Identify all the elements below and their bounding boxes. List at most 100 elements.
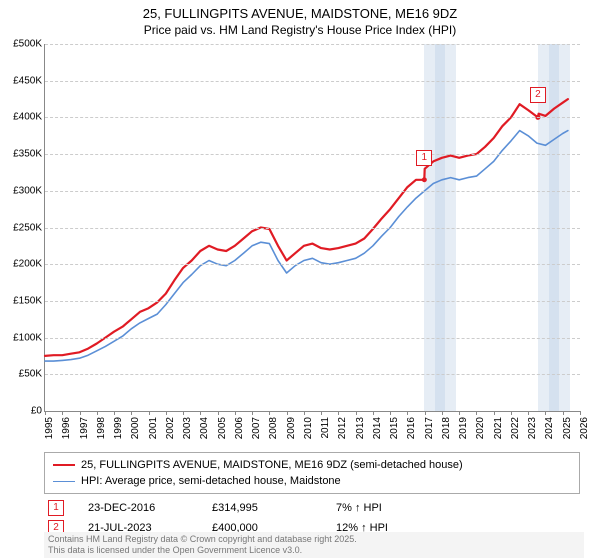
x-tick xyxy=(235,411,236,415)
x-tick xyxy=(476,411,477,415)
sale-row-marker: 1 xyxy=(48,500,64,516)
x-axis-label: 1999 xyxy=(113,417,124,447)
x-tick xyxy=(511,411,512,415)
x-axis-label: 2025 xyxy=(562,417,573,447)
y-gridline xyxy=(45,44,580,45)
x-tick xyxy=(494,411,495,415)
x-axis-label: 2015 xyxy=(389,417,400,447)
x-tick xyxy=(407,411,408,415)
x-tick xyxy=(269,411,270,415)
x-axis-label: 2003 xyxy=(182,417,193,447)
legend-block: 25, FULLINGPITS AVENUE, MAIDSTONE, ME16 … xyxy=(44,452,580,540)
y-axis-label: £300K xyxy=(0,185,42,196)
y-gridline xyxy=(45,374,580,375)
x-axis-label: 2019 xyxy=(458,417,469,447)
x-tick xyxy=(80,411,81,415)
x-tick xyxy=(425,411,426,415)
x-axis-label: 2010 xyxy=(303,417,314,447)
x-tick xyxy=(218,411,219,415)
x-tick xyxy=(252,411,253,415)
y-gridline xyxy=(45,301,580,302)
legend-swatch xyxy=(53,481,75,482)
y-axis-label: £250K xyxy=(0,222,42,233)
x-axis-label: 2014 xyxy=(372,417,383,447)
y-gridline xyxy=(45,264,580,265)
y-gridline xyxy=(45,228,580,229)
x-axis-label: 2017 xyxy=(424,417,435,447)
x-tick xyxy=(304,411,305,415)
x-tick xyxy=(338,411,339,415)
legend-swatch xyxy=(53,464,75,466)
x-axis-label: 2011 xyxy=(320,417,331,447)
y-axis-label: £350K xyxy=(0,149,42,160)
sale-row-pct: 7% ↑ HPI xyxy=(336,502,436,514)
footer-line2: This data is licensed under the Open Gov… xyxy=(48,545,580,556)
x-axis-label: 2023 xyxy=(527,417,538,447)
x-tick xyxy=(373,411,374,415)
chart-plot-area: 12 xyxy=(44,44,580,412)
y-gridline xyxy=(45,117,580,118)
x-tick xyxy=(114,411,115,415)
x-tick xyxy=(563,411,564,415)
x-axis-label: 2021 xyxy=(493,417,504,447)
x-axis-label: 2022 xyxy=(510,417,521,447)
footer-attribution: Contains HM Land Registry data © Crown c… xyxy=(44,532,584,558)
x-tick xyxy=(321,411,322,415)
x-axis-label: 2024 xyxy=(544,417,555,447)
x-tick xyxy=(149,411,150,415)
x-tick xyxy=(97,411,98,415)
legend-box: 25, FULLINGPITS AVENUE, MAIDSTONE, ME16 … xyxy=(44,452,580,494)
y-axis-label: £500K xyxy=(0,39,42,50)
x-axis-label: 2009 xyxy=(286,417,297,447)
x-tick xyxy=(166,411,167,415)
y-axis-label: £400K xyxy=(0,112,42,123)
y-gridline xyxy=(45,191,580,192)
chart-title-line1: 25, FULLINGPITS AVENUE, MAIDSTONE, ME16 … xyxy=(0,6,600,21)
x-axis-label: 2008 xyxy=(268,417,279,447)
x-tick xyxy=(442,411,443,415)
x-axis-label: 1998 xyxy=(96,417,107,447)
x-tick xyxy=(45,411,46,415)
x-axis-label: 2004 xyxy=(199,417,210,447)
x-axis-label: 2018 xyxy=(441,417,452,447)
x-axis-label: 1995 xyxy=(44,417,55,447)
x-axis-label: 1996 xyxy=(61,417,72,447)
x-axis-label: 2005 xyxy=(217,417,228,447)
sales-rows: 123-DEC-2016£314,9957% ↑ HPI221-JUL-2023… xyxy=(44,500,580,536)
x-tick xyxy=(200,411,201,415)
x-axis-label: 1997 xyxy=(79,417,90,447)
legend-row: 25, FULLINGPITS AVENUE, MAIDSTONE, ME16 … xyxy=(53,457,571,473)
x-tick xyxy=(356,411,357,415)
y-gridline xyxy=(45,81,580,82)
x-tick xyxy=(287,411,288,415)
legend-row: HPI: Average price, semi-detached house,… xyxy=(53,473,571,489)
x-tick xyxy=(459,411,460,415)
y-axis-label: £50K xyxy=(0,369,42,380)
y-gridline xyxy=(45,154,580,155)
x-tick xyxy=(580,411,581,415)
sale-row-date: 23-DEC-2016 xyxy=(88,502,188,514)
footer-line1: Contains HM Land Registry data © Crown c… xyxy=(48,534,580,545)
sale-row-price: £314,995 xyxy=(212,502,312,514)
legend-label: 25, FULLINGPITS AVENUE, MAIDSTONE, ME16 … xyxy=(81,457,463,473)
x-axis-label: 2007 xyxy=(251,417,262,447)
sale-row: 1 23-DEC-2016 £314,995 7% ↑ HPI xyxy=(44,500,580,516)
x-axis-label: 2026 xyxy=(579,417,590,447)
x-tick xyxy=(390,411,391,415)
y-axis-label: £100K xyxy=(0,332,42,343)
x-axis-label: 2012 xyxy=(337,417,348,447)
x-tick xyxy=(528,411,529,415)
y-axis-label: £200K xyxy=(0,259,42,270)
x-axis-label: 2013 xyxy=(355,417,366,447)
chart-title-line2: Price paid vs. HM Land Registry's House … xyxy=(0,23,600,37)
y-axis-label: £450K xyxy=(0,75,42,86)
sale-marker-2: 2 xyxy=(530,87,546,103)
legend-label: HPI: Average price, semi-detached house,… xyxy=(81,473,341,489)
y-axis-label: £150K xyxy=(0,295,42,306)
x-axis-label: 2016 xyxy=(406,417,417,447)
x-tick xyxy=(131,411,132,415)
y-gridline xyxy=(45,338,580,339)
x-tick xyxy=(62,411,63,415)
sale-marker-1: 1 xyxy=(416,150,432,166)
x-tick xyxy=(545,411,546,415)
